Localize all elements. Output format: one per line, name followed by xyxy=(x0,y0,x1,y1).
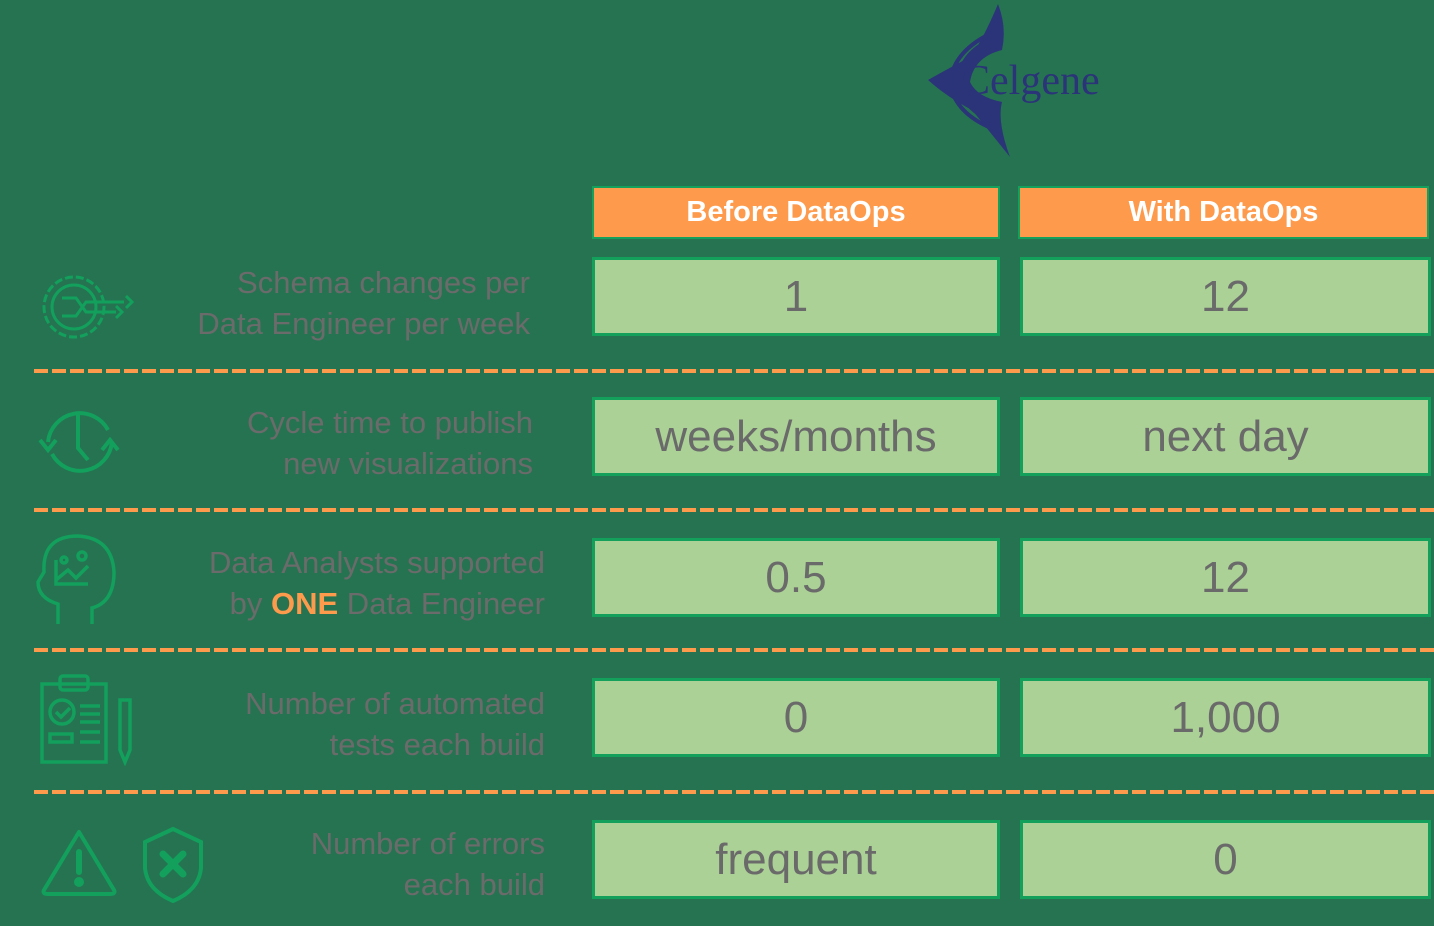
row-label-schema-changes: Schema changes per Data Engineer per wee… xyxy=(197,265,530,341)
row-divider xyxy=(34,648,1434,652)
row-label-errors: Number of errors each build xyxy=(310,826,545,902)
clock-cycle-icon xyxy=(32,402,128,482)
cell-before-automated-tests: 0 xyxy=(592,678,1000,757)
cell-with-errors: 0 xyxy=(1020,820,1431,899)
one-highlight: ONE xyxy=(271,586,339,621)
row-divider xyxy=(34,790,1434,794)
cell-before-cycle-time: weeks/months xyxy=(592,397,1000,476)
cell-before-schema-changes: 1 xyxy=(592,257,1000,336)
warning-icon xyxy=(40,828,118,898)
row-label-automated-tests: Number of automated tests each build xyxy=(245,686,545,762)
clipboard-check-icon xyxy=(38,672,136,766)
cell-with-automated-tests: 1,000 xyxy=(1020,678,1431,757)
logo-text: Celgene xyxy=(962,58,1100,104)
head-chart-icon xyxy=(34,532,118,626)
cell-with-cycle-time: next day xyxy=(1020,397,1431,476)
shield-x-icon xyxy=(141,826,205,904)
cell-before-analysts: 0.5 xyxy=(592,538,1000,617)
row-divider xyxy=(34,369,1434,373)
row-label-cycle-time: Cycle time to publish new visualizations xyxy=(246,405,533,481)
gear-arrows-icon xyxy=(36,266,134,348)
cell-with-schema-changes: 12 xyxy=(1020,257,1431,336)
row-label-analysts-supported: Data Analysts supported by ONE Data Engi… xyxy=(208,545,545,621)
row-divider xyxy=(34,508,1434,512)
cell-with-analysts: 12 xyxy=(1020,538,1431,617)
celgene-logo: Celgene xyxy=(922,2,1112,158)
column-header-before: Before DataOps xyxy=(592,186,1000,239)
cell-before-errors: frequent xyxy=(592,820,1000,899)
column-header-with: With DataOps xyxy=(1018,186,1429,239)
